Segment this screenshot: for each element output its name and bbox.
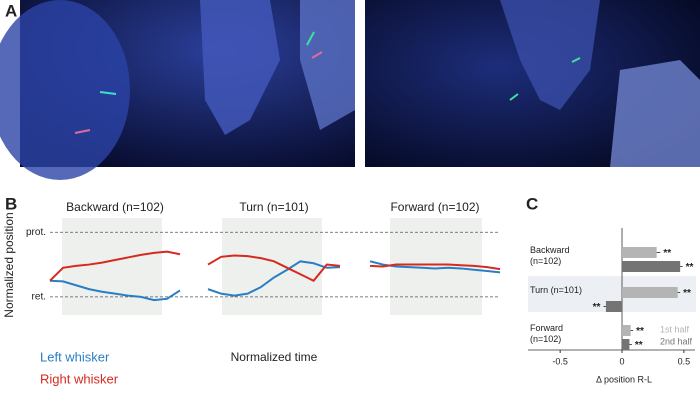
series-line: [207, 260, 341, 297]
panel-label: A: [5, 1, 17, 20]
y-axis-label: Normalized position: [2, 212, 16, 317]
bar: [622, 287, 678, 298]
panel-label: B: [5, 194, 17, 213]
bar: [622, 247, 657, 258]
series-line: [49, 279, 181, 302]
series-line: [369, 263, 501, 271]
subplot-title: Forward (n=102): [390, 200, 479, 214]
photo-right: [365, 0, 700, 167]
significance: **: [686, 262, 694, 273]
bar: [622, 261, 681, 272]
category-label: Backward (n=102): [530, 245, 570, 266]
x-axis-label: Δ position R-L: [596, 374, 652, 384]
series-line: [49, 250, 181, 282]
legend-entry: 1st half: [660, 324, 690, 334]
significance: **: [683, 288, 691, 299]
x-tick-label: -0.5: [552, 356, 568, 366]
x-axis-label: Normalized time: [231, 350, 318, 364]
subplot-title: Turn (n=101): [239, 200, 308, 214]
x-tick-label: 0.5: [678, 356, 691, 366]
subplot-title: Backward (n=102): [66, 200, 164, 214]
significance: **: [593, 302, 601, 313]
significance: **: [663, 248, 671, 259]
legend-entry: 2nd half: [660, 336, 693, 346]
significance: **: [636, 326, 644, 337]
bar: [622, 325, 631, 336]
category-label: Turn (n=101): [530, 285, 582, 295]
category-label: Forward (n=102): [530, 323, 564, 344]
legend-entry: Left whisker: [40, 349, 110, 364]
y-tick-label: prot.: [26, 227, 46, 238]
significance: **: [635, 340, 643, 351]
bar: [605, 301, 623, 312]
y-tick-label: ret.: [32, 292, 46, 303]
shade: [222, 218, 322, 315]
legend-entry: Right whisker: [40, 371, 119, 386]
panel-label: C: [526, 194, 538, 213]
series-line: [207, 254, 341, 282]
x-tick-label: 0: [620, 356, 625, 366]
bar: [622, 339, 630, 350]
photo-left: [0, 0, 355, 180]
